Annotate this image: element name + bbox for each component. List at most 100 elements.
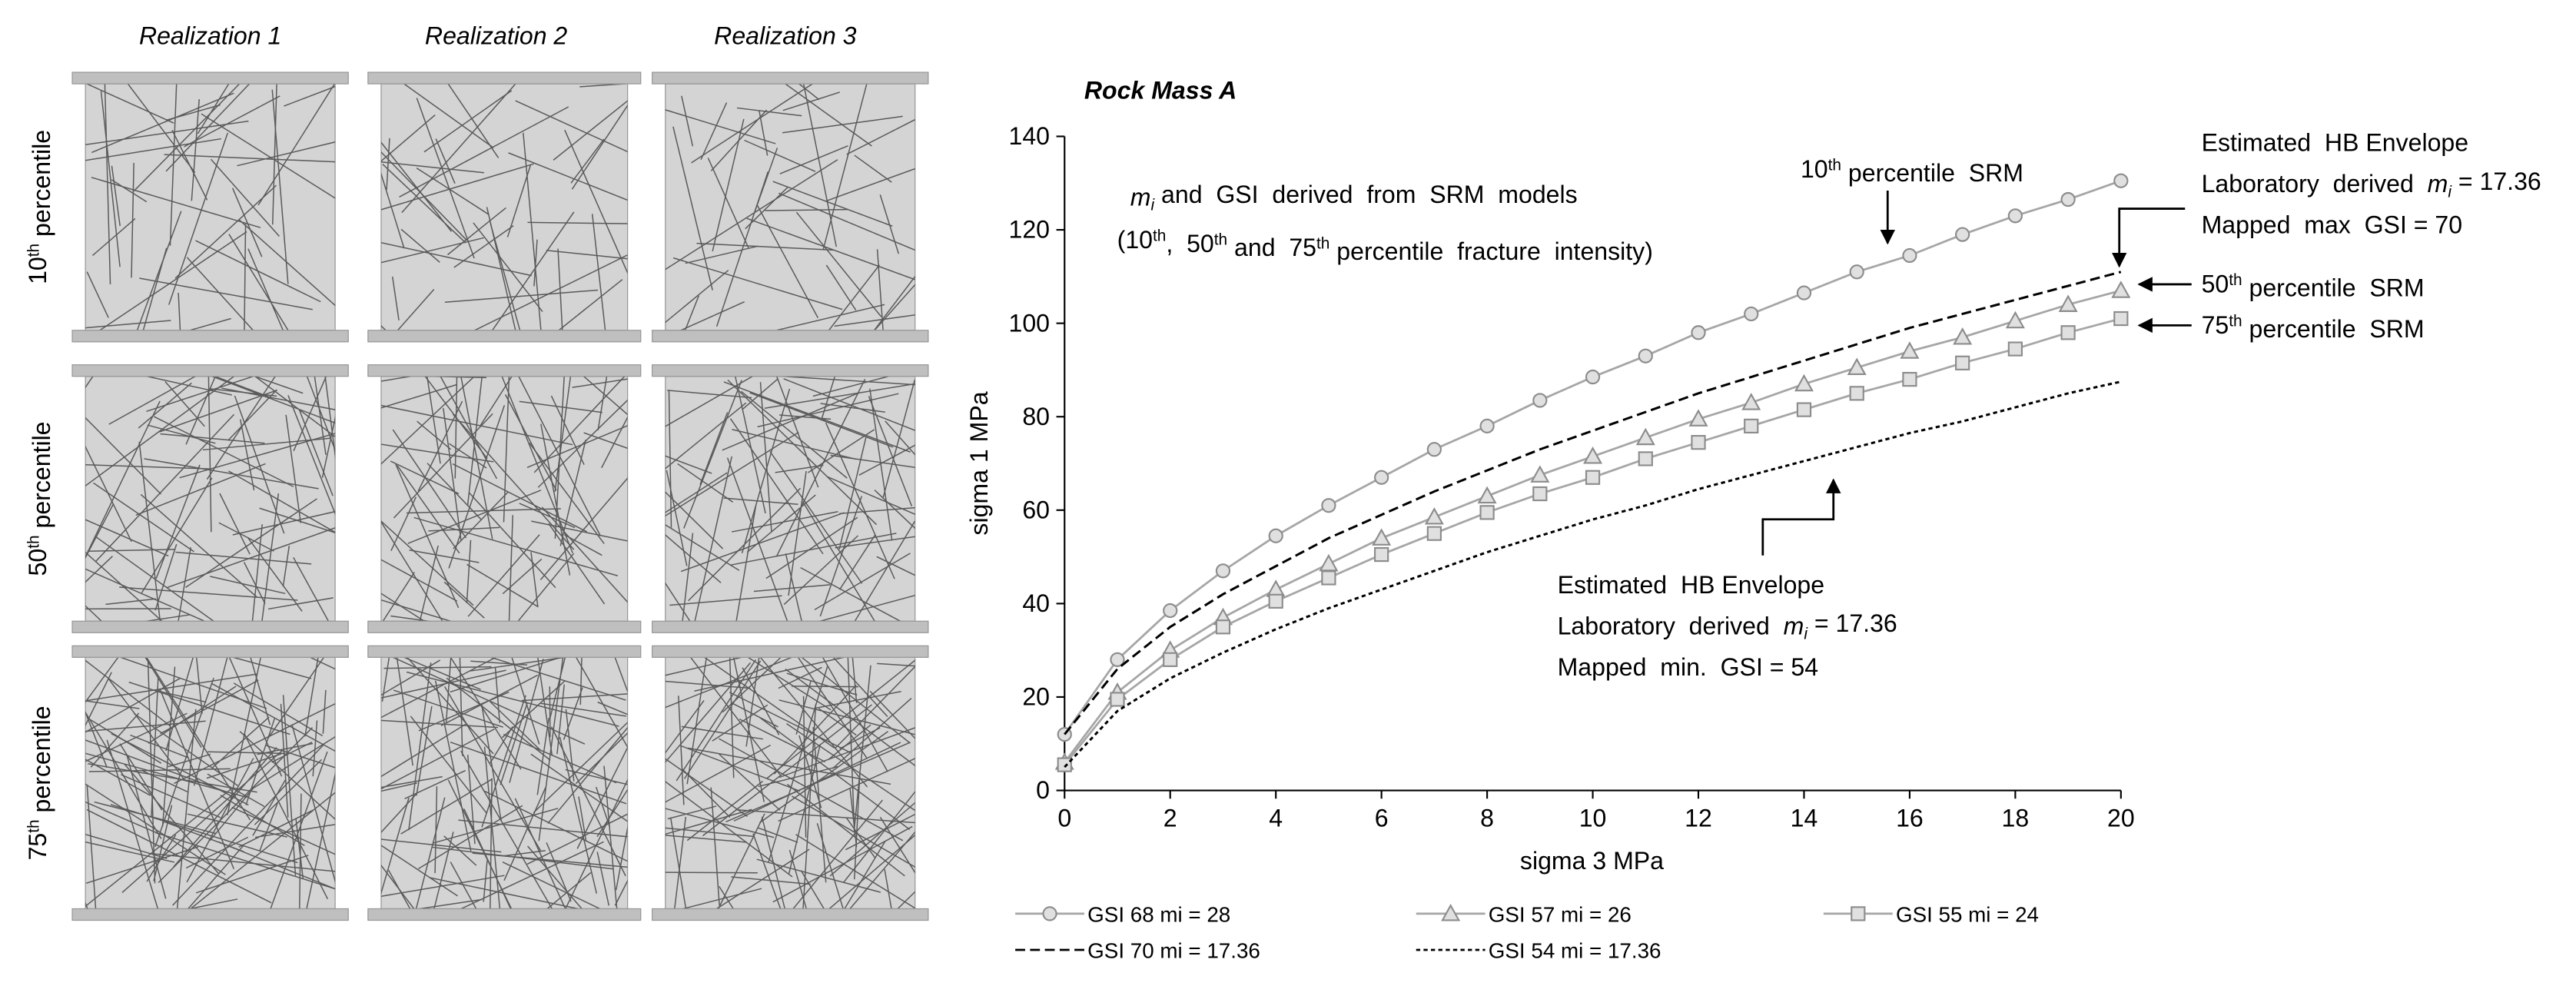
fracture [734,376,766,514]
fracture [614,879,628,906]
fracture [85,801,161,835]
marker [1583,446,1603,464]
fracture [380,161,484,174]
fracture [795,211,882,317]
platen [71,645,349,658]
fracture [530,753,628,822]
fracture [210,576,286,595]
fracture [467,534,540,617]
fracture [571,104,628,190]
marker [1688,409,1708,427]
fracture [433,808,559,844]
fracture [739,718,826,763]
marker [2113,173,2129,188]
fracture [674,816,687,909]
marker [1110,652,1125,667]
fracture [142,247,168,330]
text-run: Estimated HB Envelope [1558,571,1824,599]
fracture [665,657,794,709]
fracture [207,773,265,808]
fracture [174,184,277,279]
fracture [553,100,628,161]
text-run: percentile [28,130,55,244]
fracture [280,703,289,818]
fracture [786,723,915,812]
superscript: th [1153,227,1166,245]
fracture [816,823,844,909]
marker [1042,906,1057,921]
platen [652,364,929,377]
fracture [424,376,488,460]
fracture [458,819,628,838]
fracture [195,657,203,714]
fracture-panels: Realization 1 Realization 2 Realization 3 1… [24,22,929,921]
fracture [741,390,848,479]
fracture [885,420,915,456]
fracture [546,871,592,909]
fracture [138,382,192,429]
fracture [253,376,304,394]
fracture [819,496,863,617]
fracture [876,556,915,576]
fracture [187,845,244,909]
fracture [429,877,581,909]
fracture [321,415,336,478]
italic-run: m [1130,183,1151,211]
fracture [417,420,451,450]
fracture [665,827,755,838]
fracture [131,162,134,278]
fracture [491,211,575,330]
fracture [759,717,911,830]
fracture [466,539,472,603]
fracture [759,657,868,788]
fracture [380,719,499,729]
marker [1479,505,1495,520]
fracture [825,422,895,579]
fracture [472,852,628,868]
fracture [454,376,458,479]
fracture [293,376,327,452]
fracture [792,795,915,868]
italic-run: m [1784,612,1804,639]
fracture [261,493,280,622]
fracture [85,519,169,557]
fracture [597,376,608,430]
fracture [100,91,121,267]
fracture [729,533,897,566]
fracture [470,660,528,666]
fracture [155,832,336,890]
fracture [400,779,493,835]
fracture [187,898,238,909]
fracture [165,104,221,121]
fracture [383,666,492,669]
fracture [193,657,228,786]
fracture [304,657,319,737]
marker [1638,348,1653,364]
fracture [549,657,566,719]
fracture [287,395,336,516]
superscript: th [2229,313,2242,330]
fracture [665,455,712,474]
fracture [155,689,207,703]
marker [2060,325,2076,340]
fracture [271,84,277,225]
fracture [825,264,857,311]
fracture [397,465,460,554]
fracture [161,666,176,827]
fracture [403,84,494,149]
fracture [547,726,628,824]
text-run: 50 [24,549,51,576]
fracture [91,92,234,154]
fracture [832,657,888,718]
fracture [775,376,819,488]
fracture [615,825,628,891]
fracture [252,779,287,836]
fracture [380,443,494,463]
fracture [380,520,474,606]
fracture [554,376,572,493]
fracture [111,732,249,806]
fracture [869,690,915,739]
fracture [380,242,532,277]
fracture [678,696,685,805]
